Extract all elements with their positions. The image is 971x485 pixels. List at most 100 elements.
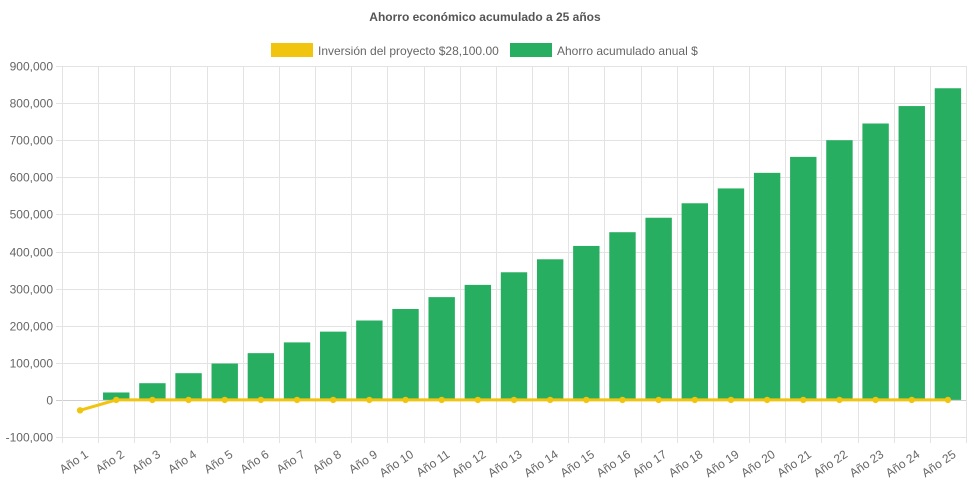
legend-label-savings: Ahorro acumulado anual $ <box>557 44 698 58</box>
y-tick-label: 500,000 <box>10 208 54 222</box>
savings-bar <box>536 259 564 400</box>
x-tick-label: Año 9 <box>346 447 380 476</box>
investment-point <box>185 396 192 404</box>
savings-bar <box>175 373 202 400</box>
investment-point <box>655 396 662 404</box>
legend: Inversión del proyecto $28,100.00 Ahorro… <box>271 43 698 58</box>
savings-bar <box>717 188 745 400</box>
investment-point <box>510 396 518 404</box>
y-tick-label: 400,000 <box>10 246 54 260</box>
investment-point <box>583 396 590 404</box>
savings-bar <box>681 203 708 400</box>
investment-point <box>438 396 445 404</box>
savings-bar <box>211 363 238 400</box>
savings-bar <box>464 284 492 400</box>
investment-point <box>113 396 120 404</box>
x-tick-label: Año 18 <box>666 447 706 480</box>
x-tick-label: Año 2 <box>93 447 127 476</box>
legend-item-savings[interactable]: Ahorro acumulado anual $ <box>510 43 698 58</box>
savings-bar <box>283 342 311 400</box>
investment-point <box>293 396 301 404</box>
savings-bar <box>103 392 130 400</box>
investment-point <box>944 396 952 404</box>
x-tick-label: Año 5 <box>201 447 235 476</box>
savings-bars <box>103 88 962 400</box>
investment-point <box>763 396 771 404</box>
x-tick-label: Año 14 <box>521 447 561 480</box>
x-tick-label: Año 19 <box>702 447 742 480</box>
investment-point <box>691 396 698 404</box>
investment-point <box>727 396 735 404</box>
x-tick-label: Año 21 <box>775 447 815 480</box>
x-tick-label: Año 24 <box>883 447 923 480</box>
investment-point <box>546 396 554 404</box>
y-tick-label: 200,000 <box>10 320 54 334</box>
legend-item-investment[interactable]: Inversión del proyecto $28,100.00 <box>271 43 499 58</box>
y-tick-label: 900,000 <box>10 60 54 74</box>
x-tick-label: Año 16 <box>594 447 634 480</box>
x-tick-label: Año 4 <box>165 447 199 476</box>
x-axis-ticks: Año 1 Año 2 Año 3 Año 4 Año 5 Año 6 Año 7 Año 8… <box>57 447 959 480</box>
investment-point <box>76 407 84 414</box>
investment-point <box>800 396 807 404</box>
y-tick-label: 100,000 <box>10 357 54 371</box>
x-tick-label: Año 20 <box>738 447 778 480</box>
y-tick-label: 700,000 <box>10 134 54 148</box>
savings-bar <box>356 320 383 400</box>
investment-point <box>257 396 265 404</box>
investment-point <box>619 396 626 404</box>
investment-point <box>474 396 482 404</box>
legend-swatch-investment <box>271 43 313 57</box>
x-tick-label: Año 23 <box>847 447 887 480</box>
savings-bar <box>392 309 419 400</box>
investment-point <box>402 396 409 404</box>
x-tick-label: Año 22 <box>811 447 851 480</box>
y-tick-label: 300,000 <box>10 283 54 297</box>
investment-point <box>330 396 337 404</box>
legend-label-investment: Inversión del proyecto $28,100.00 <box>318 44 499 58</box>
investment-point <box>908 396 915 404</box>
y-tick-label: 800,000 <box>10 97 54 111</box>
chart-title: Ahorro económico acumulado a 25 años <box>369 10 601 24</box>
savings-bar <box>573 245 600 400</box>
x-gridlines <box>62 66 967 443</box>
investment-line <box>76 396 952 414</box>
savings-bar <box>247 353 275 400</box>
savings-bar <box>500 272 528 400</box>
y-axis-ticks: 900,000 800,000 700,000 600,000 500,000 400,0… <box>6 60 54 445</box>
x-tick-label: Año 3 <box>129 447 163 476</box>
x-tick-label: Año 25 <box>919 447 959 480</box>
savings-bar <box>790 156 817 400</box>
savings-bar <box>934 88 962 400</box>
savings-bar <box>898 106 925 400</box>
x-tick-label: Año 7 <box>274 447 308 476</box>
y-tick-label: 600,000 <box>10 171 54 185</box>
x-tick-label: Año 8 <box>310 447 344 476</box>
x-tick-label: Año 15 <box>558 447 598 480</box>
x-tick-label: Año 17 <box>630 447 670 480</box>
savings-bar <box>753 172 781 400</box>
savings-bar <box>428 297 455 400</box>
investment-point <box>149 396 156 404</box>
investment-point <box>836 396 843 404</box>
y-tick-label: 0 <box>46 394 53 408</box>
x-tick-label: Año 11 <box>414 447 453 480</box>
x-tick-label: Año 6 <box>238 447 272 476</box>
investment-point <box>366 396 373 404</box>
legend-swatch-savings <box>510 43 552 57</box>
savings-bar <box>609 232 636 400</box>
investment-point <box>872 396 879 404</box>
x-tick-label: Año 13 <box>485 447 525 480</box>
savings-bar <box>645 217 672 400</box>
savings-bar <box>826 140 853 400</box>
savings-bar <box>862 123 889 400</box>
savings-bar <box>320 331 347 400</box>
x-tick-label: Año 1 <box>57 447 91 476</box>
x-tick-label: Año 12 <box>449 447 489 480</box>
x-tick-label: Año 10 <box>377 447 417 480</box>
investment-point <box>221 396 228 404</box>
savings-bar <box>139 383 166 400</box>
y-tick-label: -100,000 <box>6 431 54 445</box>
